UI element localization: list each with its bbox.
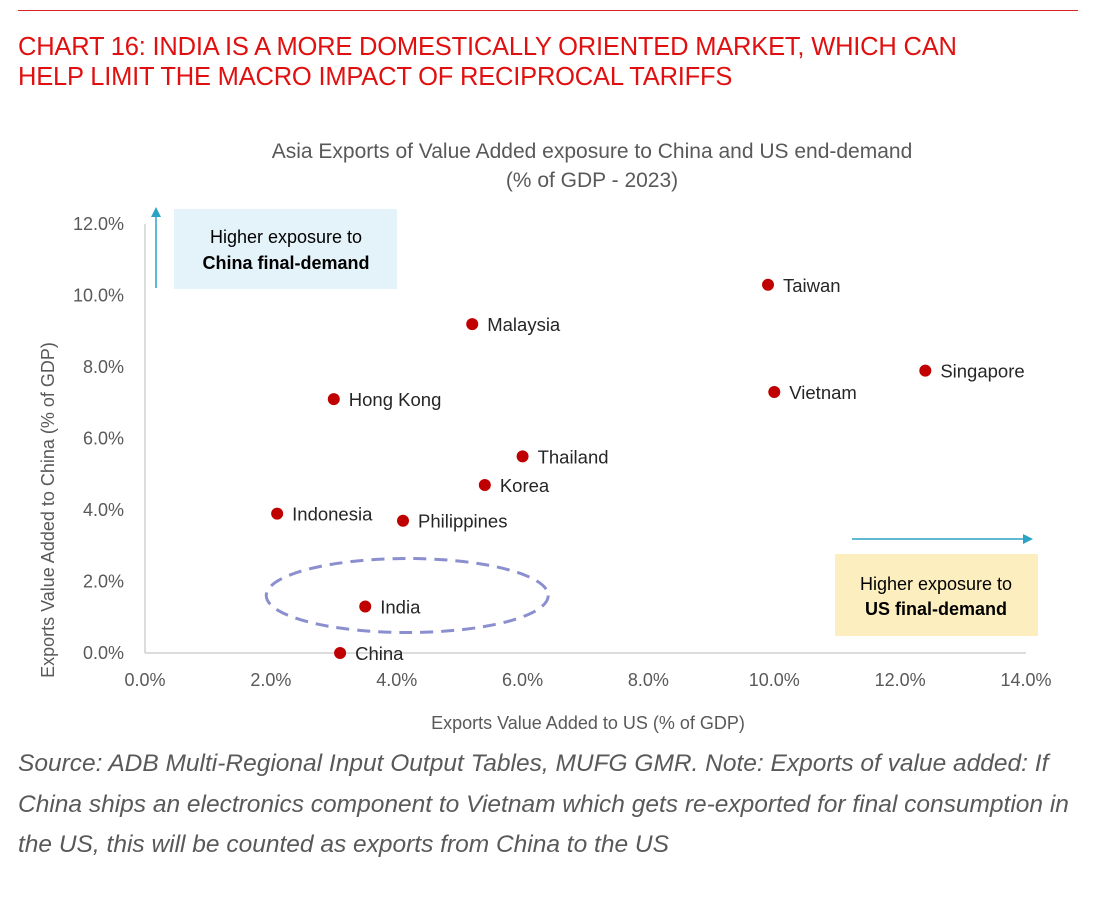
up-arrow-icon <box>151 207 161 288</box>
y-tick-labels: 0.0% 2.0% 4.0% 6.0% 8.0% 10.0% 12.0% <box>73 214 124 663</box>
point-marker <box>397 514 410 527</box>
point-label: Hong Kong <box>349 389 442 410</box>
x-tick-label: 14.0% <box>1000 670 1051 690</box>
y-tick-label: 6.0% <box>83 429 124 449</box>
point-marker <box>768 386 781 399</box>
point-marker <box>271 507 284 520</box>
y-tick-label: 10.0% <box>73 286 124 306</box>
right-arrow-icon <box>852 534 1033 544</box>
x-tick-labels: 0.0% 2.0% 4.0% 6.0% 8.0% 10.0% 12.0% 14.0% <box>124 670 1051 690</box>
y-tick-label: 2.0% <box>83 572 124 592</box>
headline-line-1: CHART 16: INDIA IS A MORE DOMESTICALLY O… <box>18 33 957 61</box>
x-tick-label: 12.0% <box>875 670 926 690</box>
x-tick-label: 0.0% <box>124 670 165 690</box>
point-marker <box>327 393 340 406</box>
data-point-vietnam: Vietnam <box>768 382 857 403</box>
point-label: Thailand <box>538 446 609 467</box>
point-label: Philippines <box>418 511 507 532</box>
headline-line-2: HELP LIMIT THE MACRO IMPACT OF RECIPROCA… <box>18 63 733 91</box>
data-point-china: China <box>334 643 404 664</box>
x-tick-label: 4.0% <box>376 670 417 690</box>
data-point-philippines: Philippines <box>397 511 507 532</box>
us-annotation-line2: US final-demand <box>865 599 1007 619</box>
data-point-hong-kong: Hong Kong <box>327 389 442 410</box>
data-point-malaysia: Malaysia <box>466 314 561 335</box>
data-point-indonesia: Indonesia <box>271 504 373 525</box>
us-annotation: Higher exposure to US final-demand <box>835 554 1038 636</box>
y-axis-label: Exports Value Added to China (% of GDP) <box>38 342 58 678</box>
point-marker <box>761 278 774 291</box>
y-tick-label: 12.0% <box>73 214 124 234</box>
point-label: Korea <box>500 475 550 496</box>
point-label: Singapore <box>940 361 1024 382</box>
china-annotation-line1: Higher exposure to <box>210 227 362 247</box>
x-axis-label: Exports Value Added to US (% of GDP) <box>431 713 745 733</box>
us-annotation-line1: Higher exposure to <box>860 574 1012 594</box>
china-annotation-box <box>174 209 397 289</box>
chart-title: Asia Exports of Value Added exposure to … <box>272 140 913 163</box>
point-marker <box>919 364 932 377</box>
source-footnote: Source: ADB Multi-Regional Input Output … <box>18 750 1069 858</box>
scatter-chart: Asia Exports of Value Added exposure to … <box>38 140 1052 733</box>
point-label: Vietnam <box>789 382 857 403</box>
data-point-korea: Korea <box>478 475 550 496</box>
point-marker <box>334 647 347 659</box>
data-point-singapore: Singapore <box>919 361 1025 382</box>
china-annotation-line2: China final-demand <box>202 253 369 273</box>
x-tick-label: 6.0% <box>502 670 543 690</box>
point-marker <box>516 450 529 463</box>
x-tick-label: 8.0% <box>628 670 669 690</box>
x-tick-label: 2.0% <box>250 670 291 690</box>
point-label: Malaysia <box>487 314 561 335</box>
y-tick-label: 8.0% <box>83 357 124 377</box>
point-marker <box>478 478 491 491</box>
x-tick-label: 10.0% <box>749 670 800 690</box>
y-tick-label: 4.0% <box>83 500 124 520</box>
chart-subtitle: (% of GDP - 2023) <box>506 169 678 192</box>
india-highlight-ellipse <box>264 557 550 635</box>
data-point-india: India <box>359 597 421 618</box>
china-annotation: Higher exposure to China final-demand <box>174 209 397 289</box>
point-marker <box>466 318 479 331</box>
chart-headline: CHART 16: INDIA IS A MORE DOMESTICALLY O… <box>18 32 1088 92</box>
data-points: Taiwan Malaysia Singapore Vietnam Hong Kong T… <box>271 275 1025 664</box>
data-point-taiwan: Taiwan <box>761 275 841 296</box>
point-label: China <box>355 643 404 664</box>
data-point-thailand: Thailand <box>516 446 609 467</box>
point-label: Indonesia <box>292 504 373 525</box>
y-tick-label: 0.0% <box>83 643 124 663</box>
point-label: India <box>380 597 421 618</box>
top-rule <box>18 10 1078 11</box>
us-annotation-box <box>835 554 1038 636</box>
point-label: Taiwan <box>783 275 841 296</box>
point-marker <box>359 600 372 613</box>
